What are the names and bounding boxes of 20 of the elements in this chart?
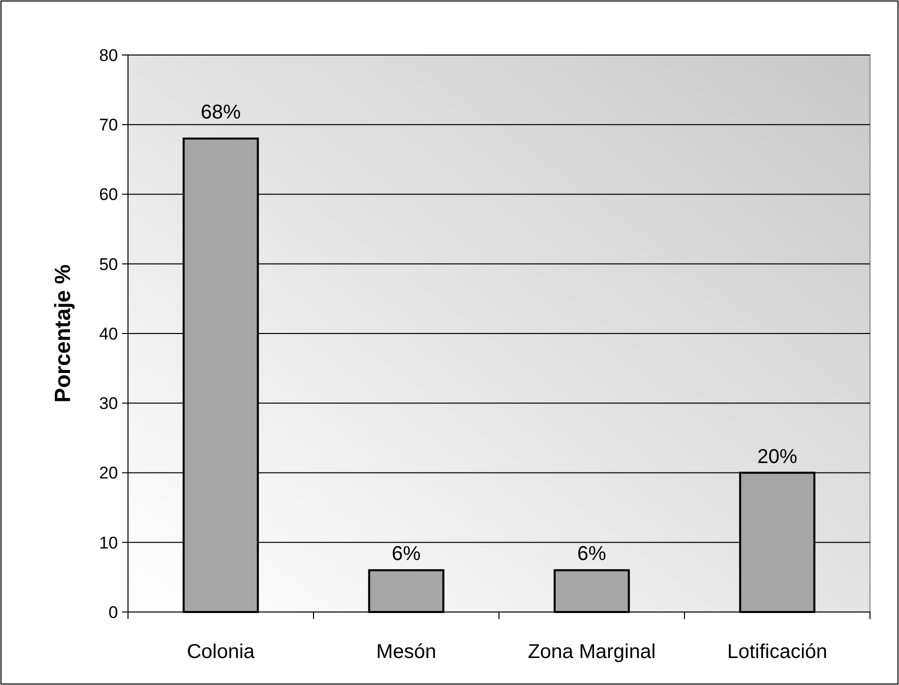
y-tick-label: 0 xyxy=(108,602,118,622)
x-tick-label: Lotificación xyxy=(727,641,828,663)
y-tick-label: 80 xyxy=(99,46,118,65)
y-tick-label: 70 xyxy=(99,116,118,135)
y-tick-label: 50 xyxy=(99,254,118,274)
data-label: 6% xyxy=(577,543,606,566)
y-tick-label: 60 xyxy=(99,185,118,204)
x-tick-label: Mesón xyxy=(376,641,436,663)
data-label: 68% xyxy=(200,102,241,124)
y-tick-label: 20 xyxy=(99,464,118,483)
bar xyxy=(554,569,630,613)
y-tick-label: 10 xyxy=(99,533,118,552)
y-axis-title: Porcentaje % xyxy=(50,264,75,403)
data-label: 6% xyxy=(392,543,421,566)
y-tick-label: 40 xyxy=(99,324,118,344)
bar xyxy=(368,569,444,613)
y-tick-label: 30 xyxy=(99,394,118,414)
data-label: 20% xyxy=(757,446,798,468)
x-tick-label: Zona Marginal xyxy=(528,641,656,663)
x-tick-label: Colonia xyxy=(186,641,256,663)
